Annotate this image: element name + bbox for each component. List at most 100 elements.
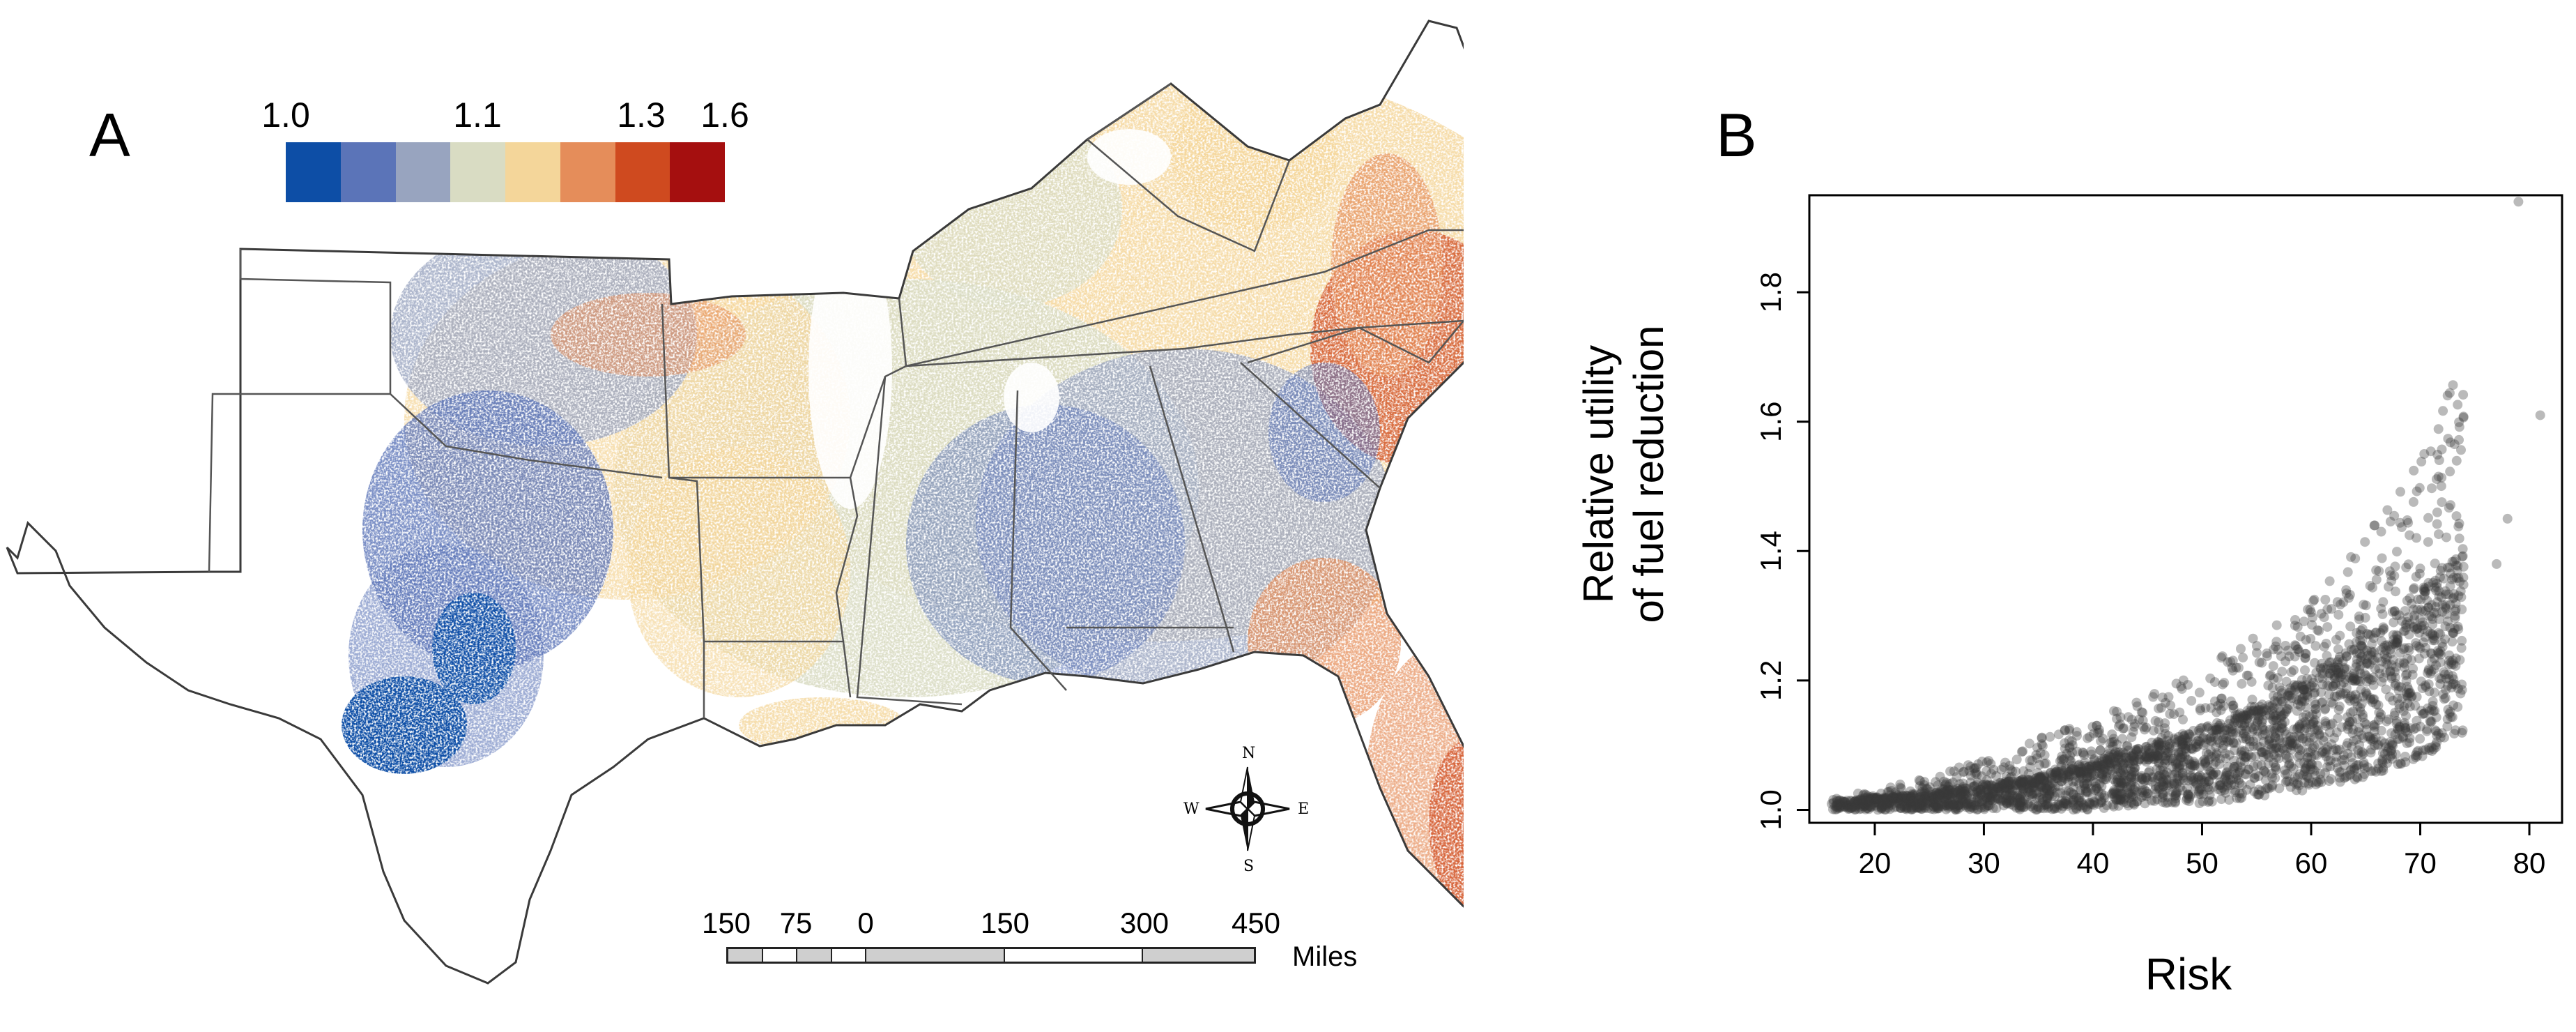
scatter-point bbox=[2162, 778, 2172, 789]
scatter-point bbox=[2189, 761, 2200, 771]
scatter-point bbox=[2277, 718, 2287, 729]
scatter-point bbox=[2237, 793, 2247, 803]
scatter-point bbox=[2382, 754, 2392, 764]
scatter-point bbox=[2172, 737, 2182, 748]
scatter-point bbox=[1896, 792, 1906, 803]
scatter-point bbox=[1917, 783, 1928, 794]
scatter-point bbox=[2429, 688, 2439, 698]
scatter-point bbox=[2345, 717, 2354, 727]
scatter-point bbox=[2023, 784, 2034, 794]
scatter-point bbox=[1933, 803, 1944, 814]
scatter-point bbox=[2357, 624, 2368, 634]
scatter-point bbox=[2224, 750, 2234, 760]
scatter-point bbox=[2051, 787, 2062, 798]
scatter-point bbox=[2377, 758, 2388, 768]
scatter-point bbox=[2382, 758, 2393, 768]
scatter-point bbox=[1915, 796, 1926, 807]
scatter-point bbox=[2310, 683, 2320, 693]
scatter-point bbox=[1928, 791, 1938, 802]
scatter-point bbox=[2111, 795, 2122, 805]
scatter-point bbox=[1954, 789, 1965, 800]
scatter-point bbox=[1986, 780, 1997, 790]
scatter-point bbox=[2400, 722, 2411, 733]
scatter-point bbox=[2085, 772, 2095, 782]
scatter-point bbox=[2092, 761, 2102, 771]
scatter-point bbox=[2238, 653, 2248, 663]
scatter-point bbox=[2348, 673, 2359, 683]
scatter-point bbox=[2060, 725, 2070, 736]
scatter-point bbox=[2163, 782, 2173, 792]
scatter-point bbox=[2015, 795, 2025, 805]
scatter-point bbox=[2395, 517, 2405, 528]
scatter-point bbox=[2317, 697, 2327, 708]
scatter-point bbox=[2205, 736, 2216, 746]
scatter-point bbox=[2307, 620, 2317, 630]
scatter-point bbox=[2200, 782, 2210, 792]
scatter-point bbox=[2178, 714, 2188, 724]
scatter-point bbox=[1919, 777, 1930, 787]
scatter-point bbox=[2420, 681, 2430, 690]
scatter-point bbox=[2046, 767, 2056, 777]
scatter-point bbox=[2073, 793, 2084, 803]
scatter-point bbox=[2355, 630, 2366, 640]
scatter-point bbox=[2402, 616, 2412, 627]
scatter-point bbox=[2333, 659, 2343, 669]
scatter-point bbox=[2152, 737, 2163, 748]
scatter-point bbox=[2034, 775, 2044, 785]
scatter-point bbox=[2403, 559, 2414, 570]
scatter-point bbox=[2062, 770, 2072, 780]
scatter-point bbox=[2148, 754, 2159, 764]
scale-label: 0 bbox=[857, 906, 874, 939]
scatter-point bbox=[2389, 606, 2400, 616]
scatter-point bbox=[2419, 449, 2430, 459]
scatter-point bbox=[2291, 780, 2301, 790]
scatter-point bbox=[2245, 780, 2255, 790]
scatter-point bbox=[2286, 761, 2297, 772]
scatter-point bbox=[2117, 765, 2128, 775]
scatter-point bbox=[2218, 735, 2228, 745]
scatter-point bbox=[2421, 642, 2431, 653]
scatter-point bbox=[2397, 522, 2407, 532]
scatter-point bbox=[1928, 791, 1938, 802]
scatter-point bbox=[2165, 708, 2175, 719]
scatter-point bbox=[2428, 701, 2438, 711]
scatter-point bbox=[2177, 729, 2188, 739]
scatter-point bbox=[2280, 656, 2291, 667]
scatter-point bbox=[2044, 789, 2054, 800]
scatter-point bbox=[2336, 722, 2347, 732]
scatter-point bbox=[2400, 625, 2410, 636]
scatter-point bbox=[2125, 764, 2136, 774]
scatter-point bbox=[2321, 751, 2331, 761]
scatter-point bbox=[2096, 797, 2107, 807]
scatter-point bbox=[2234, 713, 2245, 723]
scatter-point bbox=[2302, 674, 2313, 684]
scatter-point bbox=[2294, 731, 2305, 742]
scatter-point bbox=[2071, 766, 2082, 776]
scatter-point bbox=[2223, 780, 2233, 790]
scatter-point bbox=[1906, 796, 1916, 806]
scatter-point bbox=[2223, 777, 2234, 788]
scatter-point bbox=[2044, 786, 2055, 796]
scatter-point bbox=[2097, 757, 2108, 767]
scatter-point bbox=[2349, 763, 2359, 773]
scatter-point bbox=[1895, 782, 1906, 793]
scatter-point bbox=[2246, 722, 2256, 733]
scatter-point bbox=[2333, 668, 2343, 678]
y-axis-label-container: Relative utility of fuel reduction bbox=[1554, 160, 1694, 788]
scatter-point bbox=[2448, 572, 2459, 583]
scatter-point bbox=[2197, 722, 2207, 733]
compass-rose: N S W E bbox=[1178, 739, 1317, 879]
scatter-point bbox=[1919, 791, 1930, 801]
scatter-point bbox=[2057, 796, 2067, 806]
scatter-point bbox=[2259, 725, 2269, 736]
scatter-point bbox=[2170, 793, 2181, 803]
scatter-point bbox=[2117, 755, 2127, 766]
scatter-point bbox=[2188, 757, 2199, 767]
scatter-point bbox=[2061, 799, 2071, 810]
scatter-point bbox=[2184, 729, 2195, 740]
scatter-point bbox=[2037, 782, 2047, 792]
scatter-point bbox=[2317, 679, 2328, 690]
scatter-point bbox=[1949, 787, 1959, 798]
scatter-point bbox=[2246, 676, 2257, 687]
scatter-point bbox=[2402, 692, 2413, 702]
